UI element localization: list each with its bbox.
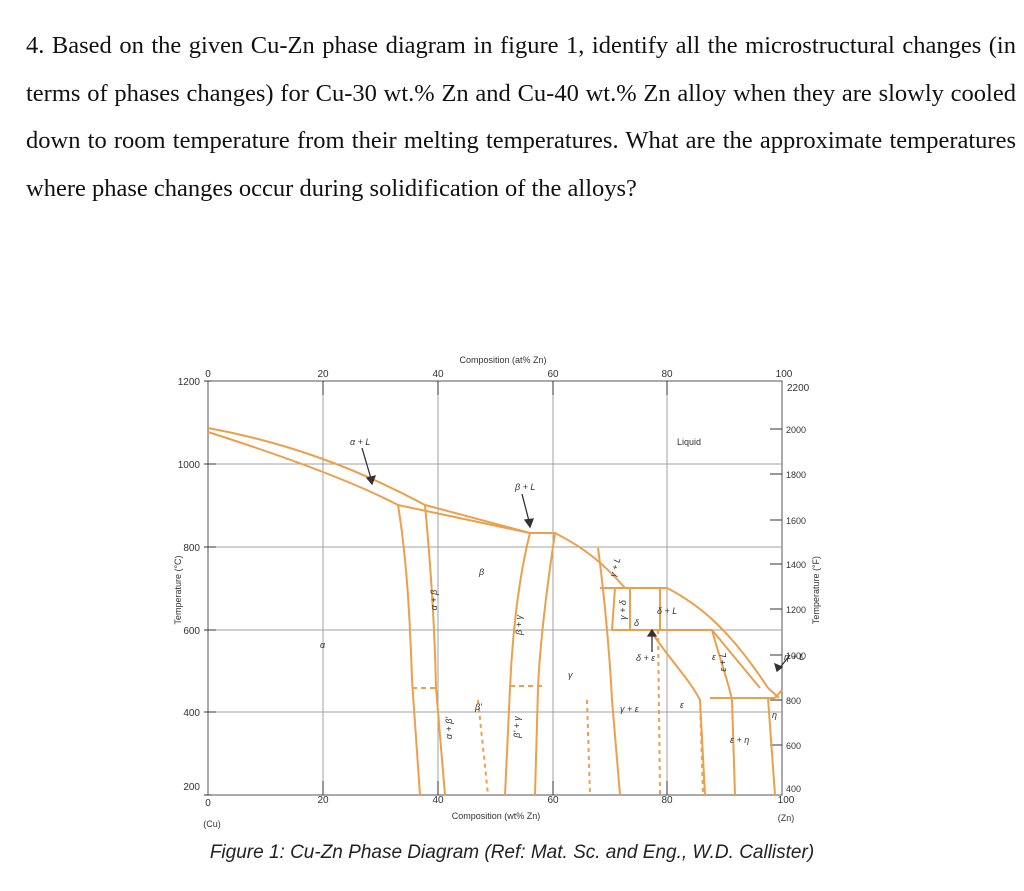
left-tick-label: 1000: [178, 460, 201, 471]
top-tick-label: 20: [317, 369, 329, 380]
delta-box: [611, 587, 761, 689]
label-liquid: Liquid: [677, 437, 701, 447]
bottom-right-end-label: (Zn): [778, 813, 795, 823]
label-eps-plus-L: ε + L: [718, 652, 728, 671]
label-eta-plus-L: η + L: [784, 652, 804, 662]
label-alpha: α: [320, 640, 326, 650]
label-epsilon-small: ε: [680, 700, 685, 710]
right-tick-label: 2000: [786, 425, 806, 435]
delta-dash: [657, 629, 661, 796]
label-alpha-plus-L: α + L: [350, 437, 370, 447]
axis-ticks: [204, 380, 782, 796]
top-tick-label: 40: [432, 369, 444, 380]
right-tick-label: 2200: [787, 383, 810, 394]
peritectic-line-1: [397, 504, 531, 534]
gamma-right-boundary: [597, 547, 621, 796]
label-delta: δ: [634, 618, 640, 628]
label-gamma-plus-L: γ + L: [608, 556, 623, 578]
bottom-tick-label: 100: [778, 795, 795, 806]
bottom-tick-label: 40: [432, 795, 444, 806]
gamma-dash: [586, 699, 591, 796]
label-arrows: [361, 447, 791, 673]
label-beta-prime-plus-gamma: β' + γ: [512, 716, 522, 739]
label-beta-plus-L: β + L: [514, 482, 535, 492]
top-tick-label: 60: [547, 369, 559, 380]
bottom-tick-label: 60: [547, 795, 559, 806]
label-alpha-plus-beta: α + β: [429, 590, 439, 611]
gamma-left-boundary: [534, 532, 556, 796]
liquidus-curve: [207, 427, 769, 689]
top-tick-label: 100: [776, 369, 793, 380]
eps-right: [711, 629, 736, 796]
left-tick-label: 800: [183, 543, 200, 554]
beta-left-boundary: [424, 504, 446, 796]
solidus-alpha: [207, 431, 399, 506]
label-beta: β: [478, 567, 484, 577]
label-epsilon: ε: [712, 652, 717, 662]
delta-eps: [629, 588, 661, 630]
eta-line: [767, 697, 776, 796]
label-gamma-plus-eps: γ + ε: [620, 704, 640, 714]
beta-right-boundary: [504, 532, 531, 796]
eps-left: [649, 629, 706, 796]
bottom-axis-title: Composition (wt% Zn): [452, 811, 541, 821]
bottom-left-end-label: (Cu): [203, 819, 221, 829]
label-delta-plus-eps: δ + ε: [636, 653, 656, 663]
right-tick-label: 1400: [786, 560, 806, 570]
label-gamma-plus-delta: γ + δ: [618, 599, 628, 620]
alpha-solvus: [397, 504, 421, 796]
right-tick-label: 600: [786, 741, 801, 751]
right-tick-label: 1200: [786, 605, 806, 615]
right-tick-label: 1600: [786, 516, 806, 526]
figure-caption: Figure 1: Cu-Zn Phase Diagram (Ref: Mat.…: [209, 842, 815, 863]
question-text: 4. Based on the given Cu-Zn phase diagra…: [26, 32, 1016, 202]
right-tick-label: 1800: [786, 470, 806, 480]
top-tick-label: 80: [661, 369, 673, 380]
left-tick-label: 600: [183, 626, 200, 637]
top-axis-title: Composition (at% Zn): [459, 355, 546, 365]
right-axis-title: Temperature (°F): [811, 556, 821, 624]
label-beta-plus-gamma: β + γ: [514, 615, 524, 636]
left-axis-title: Temperature (°C): [173, 555, 183, 624]
right-tick-label: 800: [786, 696, 801, 706]
right-tick-label: 1000: [786, 651, 806, 661]
left-tick-label: 1200: [178, 377, 201, 388]
label-alpha-plus-beta-prime: α + β': [444, 717, 454, 740]
phase-boundaries: [207, 427, 783, 796]
label-beta-prime: β': [474, 702, 482, 712]
bottom-tick-label: 0: [205, 798, 211, 809]
label-eta: η: [772, 710, 777, 720]
right-edge-liquidus: [774, 689, 783, 699]
label-gamma: γ: [568, 670, 573, 680]
bottom-tick-label: 20: [317, 795, 329, 806]
beta-prime-dash: [477, 699, 489, 796]
left-tick-label: 400: [183, 708, 200, 719]
label-delta-plus-L: δ + L: [657, 606, 677, 616]
left-tick-label: 200: [183, 782, 200, 793]
bottom-tick-label: 80: [661, 795, 673, 806]
label-eps-plus-eta: ε + η: [730, 735, 749, 745]
right-tick-label: 400: [786, 784, 801, 794]
top-tick-label: 0: [205, 369, 211, 380]
